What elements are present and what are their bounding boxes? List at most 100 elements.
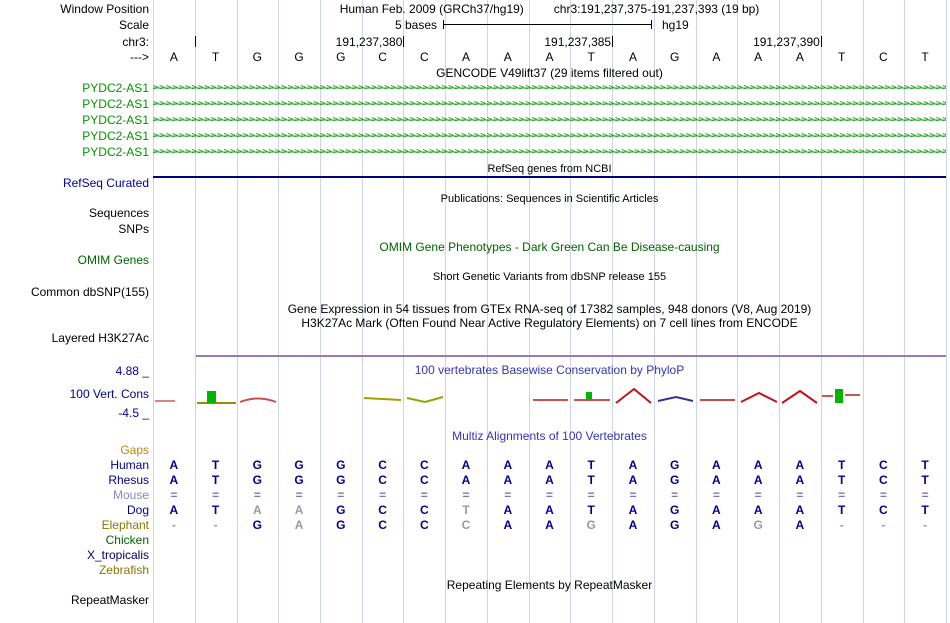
conservation-mark bbox=[363, 397, 402, 401]
align-base: G bbox=[670, 458, 680, 472]
align-base: A bbox=[503, 458, 513, 472]
align-base: G bbox=[252, 473, 262, 487]
strand-direction-label: ---> bbox=[130, 50, 149, 64]
align-base: = bbox=[253, 488, 261, 502]
gene-label[interactable]: PYDC2-AS1 bbox=[82, 145, 149, 159]
window-position-label: Window Position bbox=[60, 2, 149, 16]
align-base: = bbox=[712, 488, 720, 502]
species-label-rhesus[interactable]: Rhesus bbox=[108, 473, 149, 487]
conservation-max-value: 4.88 _ bbox=[115, 364, 149, 378]
sequence-base: C bbox=[378, 50, 387, 64]
multiz-track-header[interactable]: Multiz Alignments of 100 Vertebrates bbox=[452, 429, 647, 443]
refseq-track-header[interactable]: RefSeq genes from NCBI bbox=[487, 163, 612, 175]
species-label-chicken[interactable]: Chicken bbox=[105, 533, 149, 547]
dbsnp-track-label[interactable]: Common dbSNP(155) bbox=[30, 285, 149, 299]
gencode-track-header[interactable]: GENCODE V49lift37 (29 items filtered out… bbox=[436, 66, 663, 80]
align-base: G bbox=[294, 473, 304, 487]
conservation-wiggle bbox=[155, 387, 860, 404]
conservation-mark bbox=[239, 397, 277, 403]
gridline bbox=[820, 0, 822, 623]
conservation-mark bbox=[781, 389, 818, 404]
refseq-curated-line[interactable] bbox=[153, 176, 946, 178]
gridline bbox=[612, 0, 614, 623]
assembly-position-header: Human Feb. 2009 (GRCh37/hg19) chr3:191,23… bbox=[153, 2, 946, 16]
align-base: G bbox=[252, 518, 262, 532]
gridline bbox=[278, 0, 280, 623]
align-base: A bbox=[753, 473, 763, 487]
align-base: C bbox=[378, 473, 387, 487]
align-base: A bbox=[169, 473, 179, 487]
species-label-human[interactable]: Human bbox=[110, 458, 149, 472]
sequence-base: T bbox=[921, 50, 929, 64]
sequence-base: G bbox=[336, 50, 346, 64]
gridline bbox=[904, 0, 906, 623]
species-label-mouse[interactable]: Mouse bbox=[112, 488, 149, 502]
gene-label[interactable]: PYDC2-AS1 bbox=[82, 129, 149, 143]
align-base: A bbox=[628, 503, 638, 517]
scale-label: Scale bbox=[118, 18, 149, 32]
sequence-base: A bbox=[795, 50, 804, 64]
gaps-row-label[interactable]: Gaps bbox=[120, 443, 149, 457]
repeatmasker-track-header[interactable]: Repeating Elements by RepeatMasker bbox=[446, 578, 653, 592]
sequence-base: G bbox=[252, 50, 262, 64]
gene-label[interactable]: PYDC2-AS1 bbox=[82, 81, 149, 95]
sequences-track-label[interactable]: Sequences bbox=[88, 206, 149, 220]
conservation-mark bbox=[740, 391, 778, 403]
align-base: A bbox=[461, 473, 471, 487]
align-base: = bbox=[462, 488, 470, 502]
gtex-track-header[interactable]: Gene Expression in 54 tissues from GTEx … bbox=[287, 302, 812, 316]
align-base: T bbox=[462, 503, 470, 517]
species-label-x-tropicalis[interactable]: X_tropicalis bbox=[86, 548, 149, 562]
phylop-track-header[interactable]: 100 vertebrates Basewise Conservation by… bbox=[414, 363, 685, 377]
align-base: A bbox=[795, 503, 805, 517]
align-base: - bbox=[171, 518, 176, 532]
align-base: A bbox=[628, 458, 638, 472]
h3k27ac-track-header[interactable]: H3K27Ac Mark (Often Found Near Active Re… bbox=[301, 316, 798, 330]
align-base: = bbox=[629, 488, 637, 502]
align-base: G bbox=[336, 473, 346, 487]
omim-track-header[interactable]: OMIM Gene Phenotypes - Dark Green Can Be… bbox=[379, 240, 720, 254]
refseq-curated-label[interactable]: RefSeq Curated bbox=[62, 176, 149, 190]
gene-label[interactable]: PYDC2-AS1 bbox=[82, 97, 149, 111]
species-label-elephant[interactable]: Elephant bbox=[101, 518, 149, 532]
sequence-base: A bbox=[628, 50, 638, 64]
align-base: T bbox=[211, 458, 220, 472]
align-base: A bbox=[503, 473, 513, 487]
species-label-zebrafish[interactable]: Zebrafish bbox=[98, 563, 149, 577]
align-base: T bbox=[838, 503, 846, 517]
omim-genes-label[interactable]: OMIM Genes bbox=[77, 253, 149, 267]
repeatmasker-track-label[interactable]: RepeatMasker bbox=[70, 593, 149, 607]
align-base: - bbox=[881, 518, 886, 532]
align-base: C bbox=[419, 518, 429, 532]
conservation-mark bbox=[207, 391, 216, 403]
publications-track-header[interactable]: Publications: Sequences in Scientific Ar… bbox=[440, 193, 659, 205]
snps-track-label[interactable]: SNPs bbox=[118, 222, 149, 236]
gene-transcript-arrows[interactable]: >>>>>>>>>>>>>>>>>>>>>>>>>>>>>>>>>>>>>>>>… bbox=[153, 130, 946, 142]
h3k27ac-track-label[interactable]: Layered H3K27Ac bbox=[51, 331, 149, 345]
align-base: A bbox=[795, 518, 805, 532]
conservation-track-label[interactable]: 100 Vert. Cons bbox=[69, 387, 149, 401]
gene-transcript-arrows[interactable]: >>>>>>>>>>>>>>>>>>>>>>>>>>>>>>>>>>>>>>>>… bbox=[153, 146, 946, 158]
align-base: A bbox=[628, 473, 638, 487]
align-base: = bbox=[170, 488, 178, 502]
gene-label[interactable]: PYDC2-AS1 bbox=[82, 113, 149, 127]
align-base: C bbox=[378, 503, 387, 517]
align-base: A bbox=[712, 458, 721, 472]
sequence-base: C bbox=[419, 50, 429, 64]
align-base: A bbox=[169, 458, 179, 472]
species-label-dog[interactable]: Dog bbox=[126, 503, 149, 517]
align-base: A bbox=[795, 458, 805, 472]
align-base: A bbox=[712, 518, 721, 532]
align-base: A bbox=[545, 518, 554, 532]
align-base: A bbox=[628, 518, 638, 532]
align-base: G bbox=[336, 503, 346, 517]
sequence-base: A bbox=[545, 50, 554, 64]
align-base: C bbox=[419, 503, 429, 517]
align-base: = bbox=[838, 488, 846, 502]
gene-transcript-arrows[interactable]: >>>>>>>>>>>>>>>>>>>>>>>>>>>>>>>>>>>>>>>>… bbox=[153, 114, 946, 126]
align-base: = bbox=[212, 488, 220, 502]
dbsnp-track-header[interactable]: Short Genetic Variants from dbSNP releas… bbox=[432, 271, 667, 283]
align-base: C bbox=[879, 473, 888, 487]
gene-transcript-arrows[interactable]: >>>>>>>>>>>>>>>>>>>>>>>>>>>>>>>>>>>>>>>>… bbox=[153, 98, 946, 110]
gene-transcript-arrows[interactable]: >>>>>>>>>>>>>>>>>>>>>>>>>>>>>>>>>>>>>>>>… bbox=[153, 82, 946, 94]
